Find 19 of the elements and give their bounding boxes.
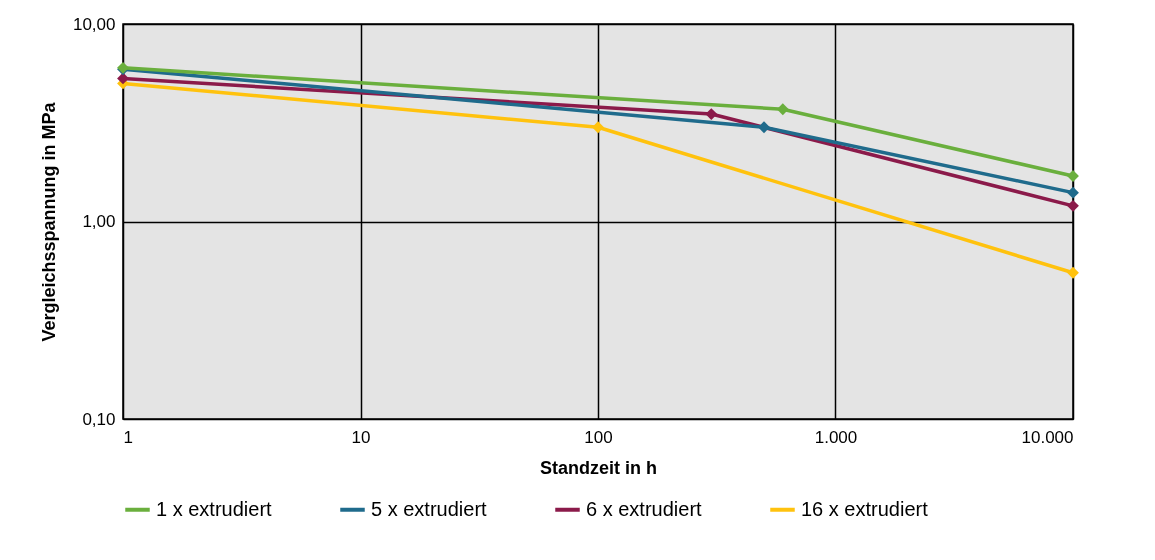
x-tick-label: 10.000 (1021, 427, 1074, 447)
point (592, 121, 604, 134)
y-tick-label: 0,10 (82, 409, 116, 429)
x-tick-label: 1.000 (814, 427, 858, 447)
y-tick-label: 1,00 (82, 212, 116, 231)
x-tick-label: 1 (123, 427, 133, 447)
y-tick-label: 10,00 (72, 14, 116, 34)
x-tick-label: 100 (584, 427, 613, 447)
point (117, 72, 129, 85)
y-axis-title: Vergleichsspannung in MPa (38, 101, 59, 342)
point (1067, 186, 1079, 199)
legend-label: 1 x extrudiert (156, 497, 273, 520)
x-tick-label: 10 (351, 427, 371, 447)
x-axis-title: Standzeit in h (540, 457, 657, 478)
legend-label: 6 x extrudiert (586, 497, 703, 520)
point (1067, 266, 1079, 279)
point (1067, 199, 1079, 212)
legend-label: 5 x extrudiert (371, 497, 488, 520)
legend-label: 16 x extrudiert (801, 497, 929, 520)
